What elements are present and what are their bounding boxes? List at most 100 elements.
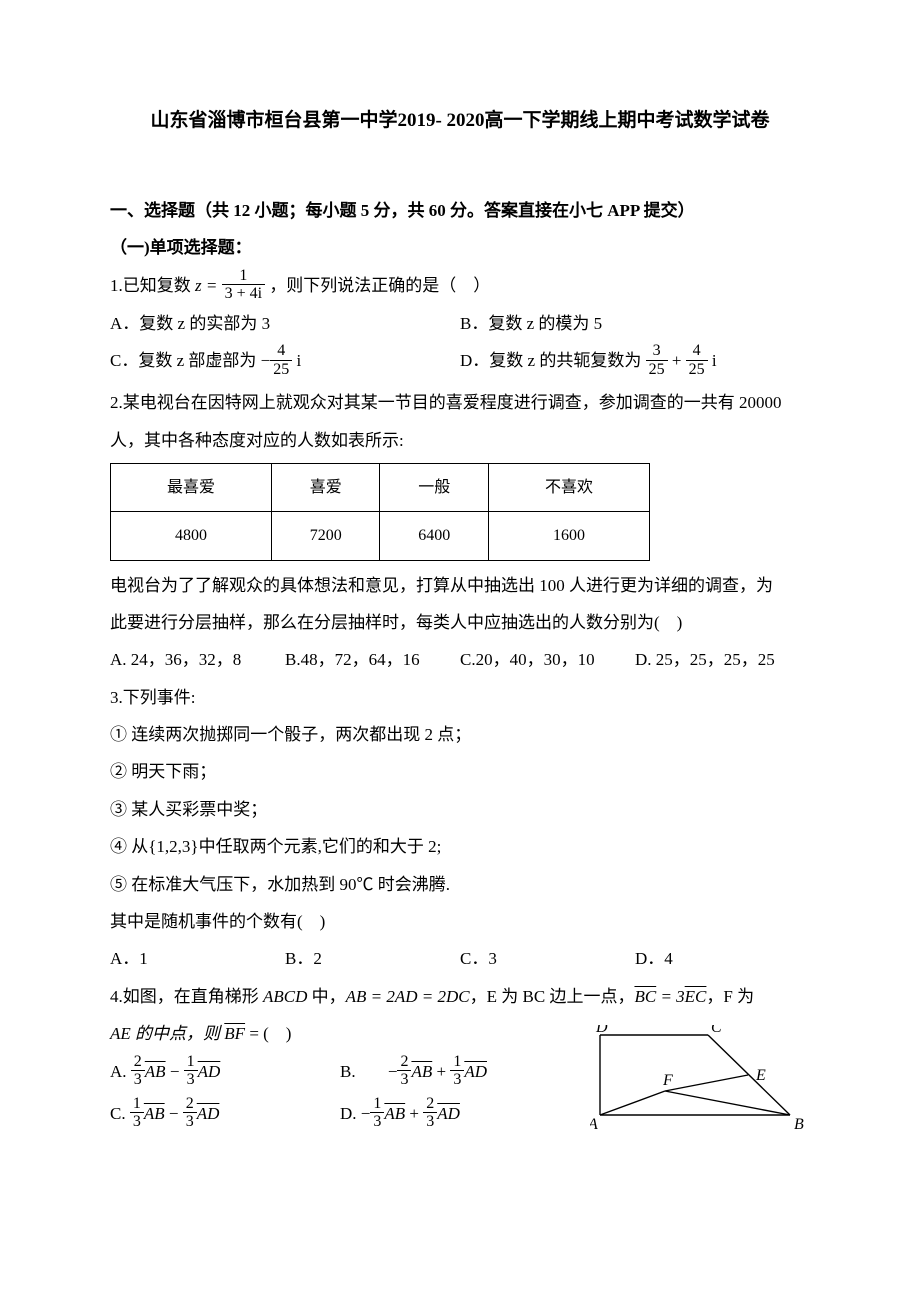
q4-b-label: B. bbox=[340, 1062, 356, 1081]
q1-opt-d: D．复数 z 的共轭复数为 325 + 425 i bbox=[460, 342, 810, 384]
q4-s1b: 中， bbox=[307, 987, 345, 1006]
q3-i5: ⑤ 在标准大气压下，水加热到 90℃ 时会沸腾. bbox=[110, 866, 810, 903]
q4-opt-a: A. 23AB − 13AD bbox=[110, 1053, 340, 1095]
td-3: 6400 bbox=[380, 512, 488, 560]
q3-i4: ④ 从{1,2,3}中任取两个元素,它们的和大于 2; bbox=[110, 828, 810, 865]
q1-c-sign: − bbox=[261, 351, 271, 370]
q1-c-post: i bbox=[292, 351, 301, 370]
exam-page: 山东省淄博市桓台县第一中学2019- 2020高一下学期线上期中考试数学试卷 一… bbox=[0, 0, 920, 1197]
q1-d-pre: D．复数 z 的共轭复数为 bbox=[460, 351, 646, 370]
svg-text:B: B bbox=[794, 1116, 804, 1133]
n: 1 bbox=[130, 1095, 144, 1114]
q1-options: A．复数 z 的实部为 3 B．复数 z 的模为 5 C．复数 z 部虚部为 −… bbox=[110, 305, 810, 385]
q1-c-frac: 425 bbox=[270, 342, 292, 378]
v: AB bbox=[411, 1062, 432, 1081]
q4-stem2: AE 的中点，则 BF = ( ) bbox=[110, 1015, 570, 1052]
svg-text:F: F bbox=[662, 1072, 673, 1089]
q1-c-pre: C．复数 z 部虚部为 bbox=[110, 351, 261, 370]
table-row: 4800 7200 6400 1600 bbox=[111, 512, 650, 560]
th-1: 最喜爱 bbox=[111, 464, 272, 512]
q1-d-num1: 3 bbox=[646, 342, 668, 361]
s: − bbox=[169, 1104, 179, 1123]
q3-opt-a: A．1 bbox=[110, 940, 285, 977]
v: AB bbox=[384, 1104, 405, 1123]
q1-opt-c: C．复数 z 部虚部为 −425 i bbox=[110, 342, 460, 384]
th-2: 喜爱 bbox=[272, 464, 380, 512]
svg-text:A: A bbox=[590, 1116, 598, 1133]
q4-body: AE 的中点，则 BF = ( ) A. 23AB − 13AD B. −23A… bbox=[110, 1015, 810, 1137]
v: AB bbox=[144, 1104, 165, 1123]
q4-s2a: AE 的中点，则 bbox=[110, 1024, 224, 1043]
n: 2 bbox=[183, 1095, 197, 1114]
table-row: 最喜爱 喜爱 一般 不喜欢 bbox=[111, 464, 650, 512]
q4-s1a: 4.如图，在直角梯形 bbox=[110, 987, 263, 1006]
q1-eq-lhs: z = bbox=[195, 276, 217, 295]
q4-c-label: C. bbox=[110, 1104, 126, 1123]
d: 3 bbox=[450, 1071, 464, 1089]
n: 1 bbox=[370, 1095, 384, 1114]
v: AD bbox=[437, 1104, 460, 1123]
q1-d-num2: 4 bbox=[686, 342, 708, 361]
q1-opt-b: B．复数 z 的模为 5 bbox=[460, 305, 810, 342]
q4-s1c: ，E 为 BC 边上一点， bbox=[470, 987, 635, 1006]
q4-left: AE 的中点，则 BF = ( ) A. 23AB − 13AD B. −23A… bbox=[110, 1015, 570, 1137]
q3-i3: ③ 某人买彩票中奖； bbox=[110, 791, 810, 828]
svg-text:D: D bbox=[595, 1025, 608, 1036]
q1-d-post: i bbox=[708, 351, 717, 370]
q4-b-f1: 23 bbox=[397, 1053, 411, 1089]
d: 3 bbox=[397, 1071, 411, 1089]
q1-d-frac2: 425 bbox=[686, 342, 708, 378]
td-2: 7200 bbox=[272, 512, 380, 560]
q4-options: A. 23AB − 13AD B. −23AB + 13AD C. 13AB −… bbox=[110, 1053, 570, 1137]
v: AD bbox=[464, 1062, 487, 1081]
v: AB bbox=[145, 1062, 166, 1081]
q2-options: A. 24，36，32，8 B.48，72，64，16 C.20，40，30，1… bbox=[110, 641, 810, 678]
q1-c-num: 4 bbox=[270, 342, 292, 361]
n: 1 bbox=[184, 1053, 198, 1072]
q2-table: 最喜爱 喜爱 一般 不喜欢 4800 7200 6400 1600 bbox=[110, 463, 650, 560]
svg-text:E: E bbox=[755, 1067, 766, 1084]
d: 3 bbox=[183, 1113, 197, 1131]
q4-vec-bf: BF bbox=[224, 1024, 245, 1043]
q4-c-f2: 23 bbox=[183, 1095, 197, 1131]
q4-vec-ec: EC bbox=[685, 987, 707, 1006]
n: 1 bbox=[450, 1053, 464, 1072]
q4-opt-b: B. −23AB + 13AD bbox=[340, 1053, 570, 1095]
q4-b-f2: 13 bbox=[450, 1053, 464, 1089]
q4-s1d: ，F 为 bbox=[706, 987, 754, 1006]
d: 3 bbox=[184, 1071, 198, 1089]
q1-c-den: 25 bbox=[270, 361, 292, 379]
q2-after2: 此要进行分层抽样，那么在分层抽样时，每类人中应抽选出的人数分别为( ) bbox=[110, 604, 810, 641]
q3-stem: 3.下列事件: bbox=[110, 679, 810, 716]
td-4: 1600 bbox=[488, 512, 649, 560]
d: 3 bbox=[423, 1113, 437, 1131]
q1-frac-num: 1 bbox=[222, 267, 265, 286]
svg-text:C: C bbox=[711, 1025, 722, 1036]
q1-stem: 1.已知复数 z = 1 3 + 4i ，则下列说法正确的是（ ） bbox=[110, 267, 810, 305]
q1-stem-b: ，则下列说法正确的是（ ） bbox=[269, 276, 490, 295]
q4-a-label: A. bbox=[110, 1062, 127, 1081]
d: 3 bbox=[131, 1071, 145, 1089]
q4-b-pre: − bbox=[388, 1062, 398, 1081]
v: AD bbox=[197, 1104, 220, 1123]
th-3: 一般 bbox=[380, 464, 488, 512]
section-heading: 一、选择题（共 12 小题；每小题 5 分，共 60 分。答案直接在小七 APP… bbox=[110, 192, 810, 229]
q4-c-f1: 13 bbox=[130, 1095, 144, 1131]
q4-eq1: AB = 2AD = 2DC bbox=[346, 987, 470, 1006]
q2-opt-c: C.20，40，30，10 bbox=[460, 641, 635, 678]
page-title: 山东省淄博市桓台县第一中学2019- 2020高一下学期线上期中考试数学试卷 bbox=[110, 100, 810, 142]
q4-d-pre: − bbox=[361, 1104, 371, 1123]
v: AD bbox=[198, 1062, 221, 1081]
q2-stem1: 2.某电视台在因特网上就观众对其某一节目的喜爱程度进行调查，参加调查的一共有 2… bbox=[110, 384, 810, 421]
d: 3 bbox=[370, 1113, 384, 1131]
q3-opt-c: C．3 bbox=[460, 940, 635, 977]
q4-opt-d: D. −13AB + 23AD bbox=[340, 1095, 570, 1137]
q3-opt-b: B．2 bbox=[285, 940, 460, 977]
th-4: 不喜欢 bbox=[488, 464, 649, 512]
q1-opt-a: A．复数 z 的实部为 3 bbox=[110, 305, 460, 342]
td-1: 4800 bbox=[111, 512, 272, 560]
q1-d-frac1: 325 bbox=[646, 342, 668, 378]
q2-opt-b: B.48，72，64，16 bbox=[285, 641, 460, 678]
q2-opt-d: D. 25，25，25，25 bbox=[635, 641, 810, 678]
q4-a-f1: 23 bbox=[131, 1053, 145, 1089]
